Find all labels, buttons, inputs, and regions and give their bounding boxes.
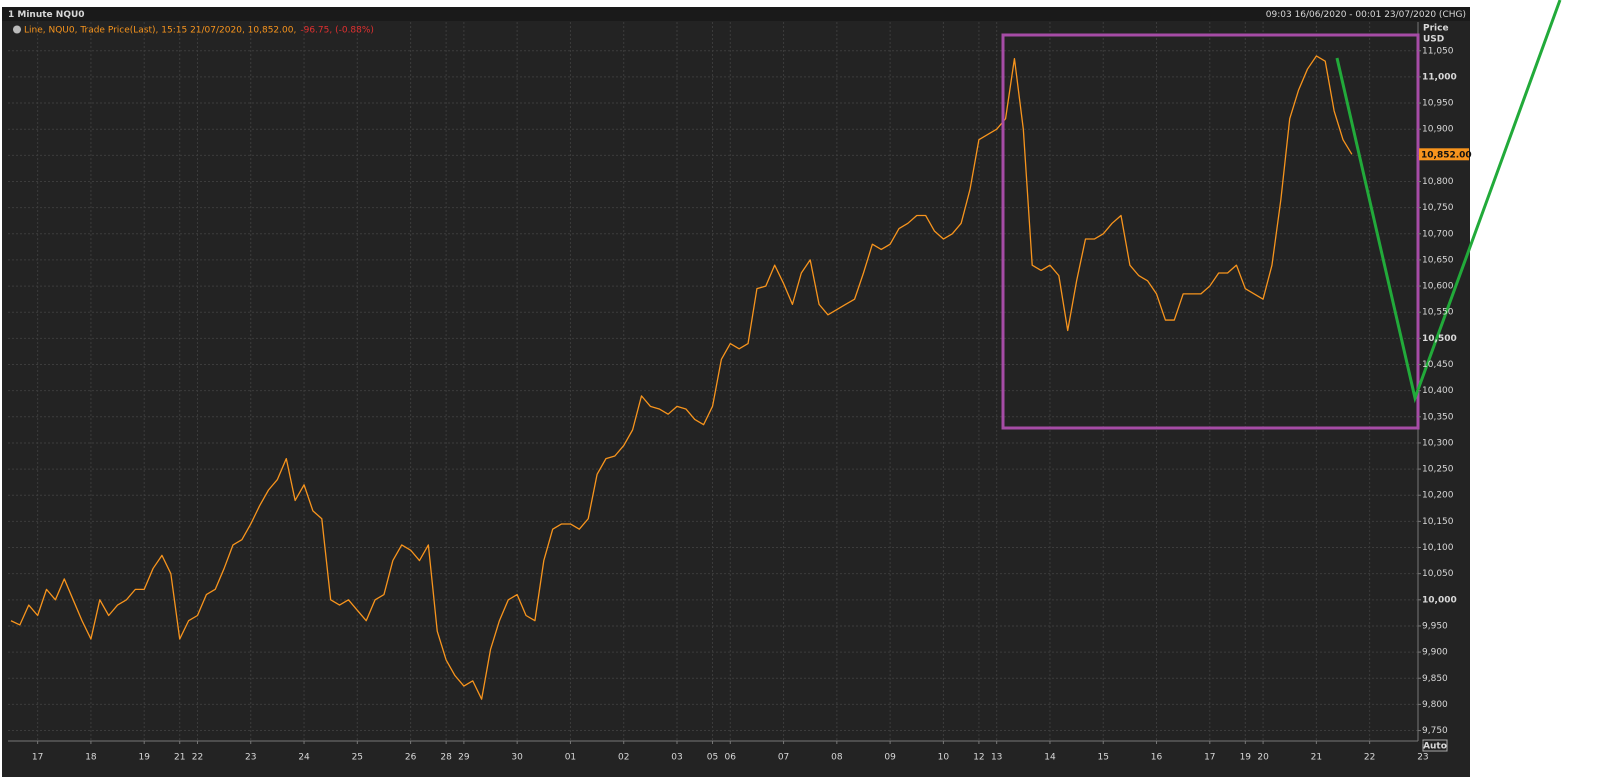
x-tick-label: 17: [1204, 753, 1215, 763]
y-tick-label: 10,750: [1422, 203, 1454, 213]
y-tick-label: 9,850: [1422, 674, 1448, 684]
y-tick-label: 10,000: [1422, 595, 1457, 605]
x-tick-label: 28: [440, 753, 452, 763]
x-tick-label: 23: [245, 753, 256, 763]
plot-area: [8, 22, 1418, 741]
y-tick-label: 10,250: [1422, 465, 1454, 475]
change-label: -96.75, (-0.88%): [300, 26, 374, 36]
y-tick-label: 10,350: [1422, 412, 1454, 422]
y-tick-label: 10,200: [1422, 491, 1454, 501]
auto-button[interactable]: [1422, 739, 1448, 752]
x-tick-label: 25: [352, 753, 363, 763]
y-tick-label: 10,150: [1422, 517, 1454, 527]
x-tick-label: 12: [973, 753, 984, 763]
y-tick-label: 10,450: [1422, 360, 1454, 370]
x-tick-label: 29: [458, 753, 470, 763]
y-tick-label: 10,500: [1422, 334, 1457, 344]
x-tick-label: 13: [991, 753, 1002, 763]
x-tick-label: 23: [1417, 753, 1428, 763]
x-tick-label: 17: [32, 753, 43, 763]
header-bar: [2, 7, 1470, 21]
x-tick-label: 30: [511, 753, 523, 763]
y-tick-label: 10,900: [1422, 125, 1454, 135]
x-tick-label: 10: [938, 753, 950, 763]
y-tick-label: 10,400: [1422, 386, 1454, 396]
y-tick-label: 10,550: [1422, 308, 1454, 318]
trend-arrow: [1335, 0, 1562, 404]
chart-title: 1 Minute NQU0: [8, 10, 85, 20]
x-tick-label: 26: [405, 753, 417, 763]
y-tick-label: 9,750: [1422, 726, 1448, 736]
y-tick-label: 9,800: [1422, 700, 1448, 710]
y-tick-label: 9,950: [1422, 621, 1448, 631]
x-tick-label: 18: [85, 753, 97, 763]
y-axis-label: Price: [1423, 24, 1449, 34]
x-tick-label: 24: [298, 753, 310, 763]
panel: [2, 7, 1470, 777]
date-range: 09:03 16/06/2020 - 00:01 23/07/2020 (CHG…: [1266, 10, 1466, 20]
y-tick-label: 10,950: [1422, 99, 1454, 109]
auto-button-label[interactable]: Auto: [1423, 742, 1447, 752]
y-axis-unit: USD: [1423, 35, 1444, 45]
x-tick-label: 06: [725, 753, 737, 763]
legend-icon: [13, 25, 21, 34]
x-tick-label: 03: [671, 753, 682, 763]
x-tick-label: 07: [778, 753, 789, 763]
x-tick-label: 19: [138, 753, 150, 763]
y-tick-label: 10,050: [1422, 569, 1454, 579]
price-line: [10, 55, 1353, 700]
x-tick-label: 16: [1151, 753, 1163, 763]
y-tick-label: 10,800: [1422, 177, 1454, 187]
x-tick-label: 08: [831, 753, 843, 763]
y-tick-label: 9,900: [1422, 648, 1448, 658]
x-tick-label: 09: [884, 753, 896, 763]
y-tick-label: 10,100: [1422, 543, 1454, 553]
x-tick-label: 02: [618, 753, 629, 763]
x-tick-label: 22: [192, 753, 203, 763]
last-price-label: 10,852.00: [1421, 150, 1472, 160]
y-tick-label: 10,600: [1422, 282, 1454, 292]
x-tick-label: 01: [565, 753, 576, 763]
x-tick-label: 21: [1311, 753, 1322, 763]
y-tick-label: 10,300: [1422, 438, 1454, 448]
x-tick-label: 05: [707, 753, 718, 763]
x-tick-label: 22: [1364, 753, 1375, 763]
y-tick-label: 11,050: [1422, 46, 1454, 56]
x-tick-label: 21: [174, 753, 185, 763]
y-tick-label: 10,650: [1422, 255, 1454, 265]
highlight-box: [1001, 33, 1420, 430]
x-tick-label: 14: [1044, 753, 1056, 763]
y-tick-label: 11,000: [1422, 72, 1457, 82]
x-tick-label: 20: [1257, 753, 1269, 763]
legend-entry: Line, NQU0, Trade Price(Last), 15:15 21/…: [24, 26, 296, 36]
last-price-tag: [1419, 148, 1469, 161]
x-tick-label: 19: [1240, 753, 1252, 763]
y-tick-label: 10,700: [1422, 229, 1454, 239]
x-tick-label: 15: [1098, 753, 1109, 763]
